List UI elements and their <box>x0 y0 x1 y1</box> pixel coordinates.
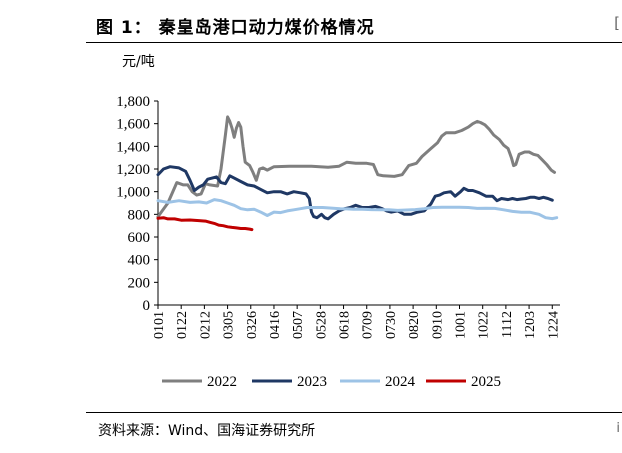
x-tick-label: 0101 <box>152 311 167 339</box>
line-chart: 元/吨 0 200 400 600 800 1,000 1,200 1,400 1,600 1,8… <box>116 54 561 390</box>
y-tick-label: 600 <box>128 230 151 246</box>
series-layer <box>156 115 559 232</box>
figure-title: 图 1： 秦皇岛港口动力煤价格情况 <box>96 18 375 38</box>
x-tick-label: 0910 <box>430 311 445 339</box>
x-tick-label: 0122 <box>175 311 190 339</box>
series-line-2023 <box>156 165 554 221</box>
x-tick-label: 1224 <box>546 311 561 339</box>
y-tick-label: 1,000 <box>116 185 150 201</box>
y-tick-label: 1,400 <box>116 139 150 155</box>
legend-label-2022: 2022 <box>207 374 237 390</box>
series-line-2025 <box>156 216 254 232</box>
x-tick-label: 0507 <box>291 311 306 339</box>
x-tick-label: 0416 <box>268 311 283 339</box>
x-tick-label: 0212 <box>198 311 213 339</box>
y-tick-label: 800 <box>128 207 151 223</box>
y-axis-unit-label: 元/吨 <box>122 54 155 70</box>
series-line-2022 <box>156 115 556 219</box>
edge-mark-bottom: i <box>616 421 620 436</box>
x-tick-label: 0618 <box>338 311 353 339</box>
x-tick-label: 0305 <box>222 311 237 339</box>
legend-label-2024: 2024 <box>385 374 416 390</box>
x-tick-label: 1203 <box>523 311 538 339</box>
y-tick-label: 1,800 <box>116 94 150 110</box>
x-tick-label: 0730 <box>384 311 399 339</box>
x-tick-label: 0709 <box>361 311 376 339</box>
figure-header: 图 1： 秦皇岛港口动力煤价格情况 [ <box>86 8 622 43</box>
y-tick-label: 400 <box>128 253 151 269</box>
edge-mark-top: [ <box>614 14 620 32</box>
x-tick-label: 0528 <box>314 311 329 339</box>
legend-label-2025: 2025 <box>471 374 501 390</box>
legend-label-2023: 2023 <box>297 374 327 390</box>
x-tick-label: 1022 <box>477 311 492 339</box>
figure-footer: 资料来源：Wind、国海证券研究所 i <box>86 412 622 453</box>
y-tick-label: 1,600 <box>116 117 150 133</box>
x-tick-label: 1001 <box>454 311 469 339</box>
x-tick-label: 0820 <box>407 311 422 339</box>
y-tick-label: 0 <box>143 298 151 314</box>
y-axis: 0 200 400 600 800 1,000 1,200 1,400 1,600 1,800 <box>116 94 159 314</box>
y-tick-label: 1,200 <box>116 162 150 178</box>
chart-area: 元/吨 0 200 400 600 800 1,000 1,200 1,400 1,600 1,8… <box>86 42 622 412</box>
chart-legend: 2022 2023 2024 2025 <box>162 374 501 390</box>
series-line-2024 <box>156 198 559 221</box>
y-tick-label: 200 <box>128 275 151 291</box>
source-note: 资料来源：Wind、国海证券研究所 <box>98 423 316 439</box>
x-tick-label: 1112 <box>500 311 515 338</box>
x-tick-label: 0326 <box>245 311 260 339</box>
x-axis: 0101 0122 0212 0305 0326 0416 0507 0528 0618 0709… <box>152 304 561 339</box>
